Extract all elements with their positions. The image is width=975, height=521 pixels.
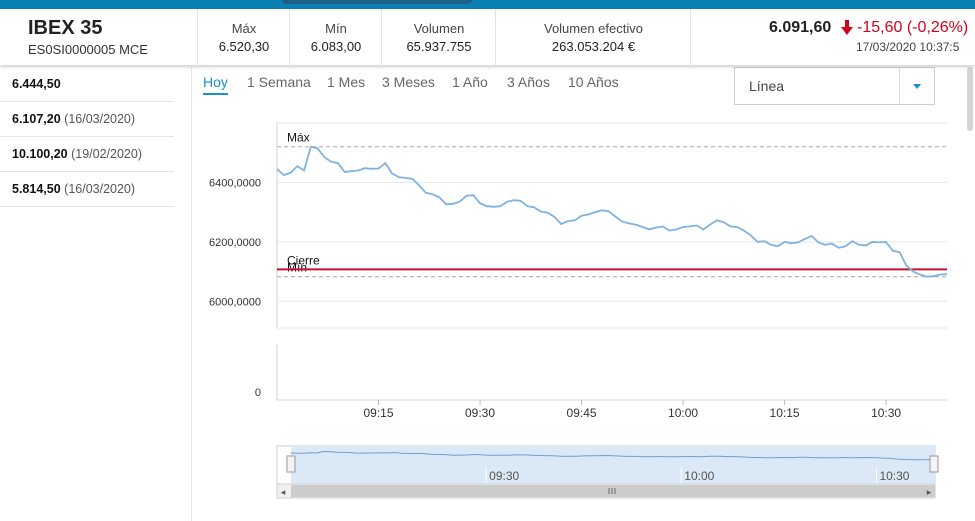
last-price: 6.091,60 bbox=[769, 19, 832, 36]
price-series-line bbox=[276, 145, 948, 278]
stat-label: Volumen efectivo bbox=[543, 21, 643, 36]
top-bar bbox=[0, 0, 975, 9]
tab-3-meses[interactable]: 3 Meses bbox=[382, 74, 435, 90]
tab-3-anos[interactable]: 3 Años bbox=[507, 74, 550, 90]
quote-datetime: 17/03/2020 10:37:5 bbox=[856, 40, 960, 54]
list-item-value: 6.107,20 bbox=[12, 112, 61, 126]
price-summary-list: 6.444,50 6.107,20 (16/03/2020) 10.100,20… bbox=[0, 67, 174, 207]
list-item-date: (16/03/2020) bbox=[64, 182, 136, 196]
navigator-series-line bbox=[290, 450, 935, 461]
tab-10-anos[interactable]: 10 Años bbox=[568, 74, 619, 90]
x-tick-label: 10:30 bbox=[871, 406, 901, 420]
tab-1-semana[interactable]: 1 Semana bbox=[247, 74, 311, 90]
navigator-tick-label: 10:30 bbox=[879, 469, 909, 483]
panel-divider bbox=[191, 67, 192, 521]
x-tick-label: 09:45 bbox=[567, 406, 597, 420]
x-tick-label: 09:15 bbox=[363, 406, 393, 420]
x-tick-label: 10:15 bbox=[770, 406, 800, 420]
list-item-value: 5.814,50 bbox=[12, 182, 61, 196]
navigator-tick-label: 09:30 bbox=[489, 469, 519, 483]
grip-icon bbox=[608, 488, 616, 494]
ref-line-label: Cierre bbox=[287, 253, 320, 267]
list-item: 6.444,50 bbox=[0, 67, 174, 102]
caret-down-icon[interactable] bbox=[913, 84, 921, 89]
stat-label: Volumen bbox=[413, 21, 465, 36]
scroll-left-icon[interactable]: ◂ bbox=[281, 487, 286, 497]
x-tick-label: 10:00 bbox=[668, 406, 698, 420]
ref-line-label: Mín bbox=[287, 261, 307, 275]
top-bar-tab[interactable] bbox=[282, 0, 472, 4]
stat-value: 65.937.755 bbox=[406, 39, 472, 54]
stat-min: Mín 6.083,00 bbox=[289, 9, 382, 65]
stat-effective-volume: Volumen efectivo 263.053.204 € bbox=[495, 9, 691, 65]
navigator-handle-right[interactable] bbox=[929, 455, 939, 473]
instrument-isin: ES0SI0000005 MCE bbox=[28, 42, 148, 57]
list-item: 5.814,50 (16/03/2020) bbox=[0, 172, 174, 207]
price-change: -15,60 (-0,26%) bbox=[857, 19, 969, 36]
y-tick-label: 6000,0000 bbox=[209, 296, 261, 308]
navigator-scrollbar-thumb[interactable] bbox=[291, 485, 935, 497]
list-item-value: 10.100,20 bbox=[12, 147, 68, 161]
scroll-right-icon[interactable]: ▸ bbox=[927, 487, 932, 497]
y-tick-label: 6200,0000 bbox=[209, 237, 261, 249]
stat-value: 263.053.204 € bbox=[551, 39, 636, 54]
navigator-selection[interactable] bbox=[291, 446, 935, 484]
price-block: 6.091,60 -15,60 (-0,26%) 17/03/2020 10:3… bbox=[690, 9, 975, 65]
select-divider bbox=[899, 68, 900, 104]
tab-1-ano[interactable]: 1 Año bbox=[452, 74, 488, 90]
page-scrollbar-thumb[interactable] bbox=[967, 67, 973, 131]
range-navigator[interactable]: 09:30 10:00 10:30 ◂ ▸ bbox=[276, 445, 939, 499]
navigator-tick-label: 10:00 bbox=[684, 469, 714, 483]
chart-type-select[interactable]: Línea bbox=[734, 67, 935, 105]
list-item: 6.107,20 (16/03/2020) bbox=[0, 102, 174, 137]
list-item: 10.100,20 (19/02/2020) bbox=[0, 137, 174, 172]
tab-1-mes[interactable]: 1 Mes bbox=[327, 74, 366, 90]
navigator-handle-left[interactable] bbox=[286, 455, 296, 473]
list-item-date: (19/02/2020) bbox=[71, 147, 142, 161]
stat-value: 6.520,30 bbox=[218, 39, 270, 54]
stat-value: 6.083,00 bbox=[310, 39, 362, 54]
ref-line-label: Máx bbox=[287, 131, 310, 145]
tab-hoy[interactable]: Hoy bbox=[203, 74, 228, 95]
instrument-title: IBEX 35 bbox=[28, 17, 103, 39]
volume-tick-label: 0 bbox=[255, 387, 261, 399]
stat-max: Máx 6.520,30 bbox=[197, 9, 290, 65]
list-item-value: 6.444,50 bbox=[12, 77, 61, 91]
stat-label: Máx bbox=[231, 21, 257, 36]
list-item-date: (16/03/2020) bbox=[64, 112, 136, 126]
stat-label: Mín bbox=[325, 21, 347, 36]
quote-header: IBEX 35 ES0SI0000005 MCE Máx 6.520,30 Mí… bbox=[0, 9, 975, 65]
x-tick-label: 09:30 bbox=[465, 406, 495, 420]
arrow-down-icon bbox=[841, 20, 853, 35]
chart-type-select-value: Línea bbox=[749, 78, 785, 94]
stat-volume: Volumen 65.937.755 bbox=[381, 9, 496, 65]
y-tick-label: 6400,0000 bbox=[209, 177, 261, 189]
